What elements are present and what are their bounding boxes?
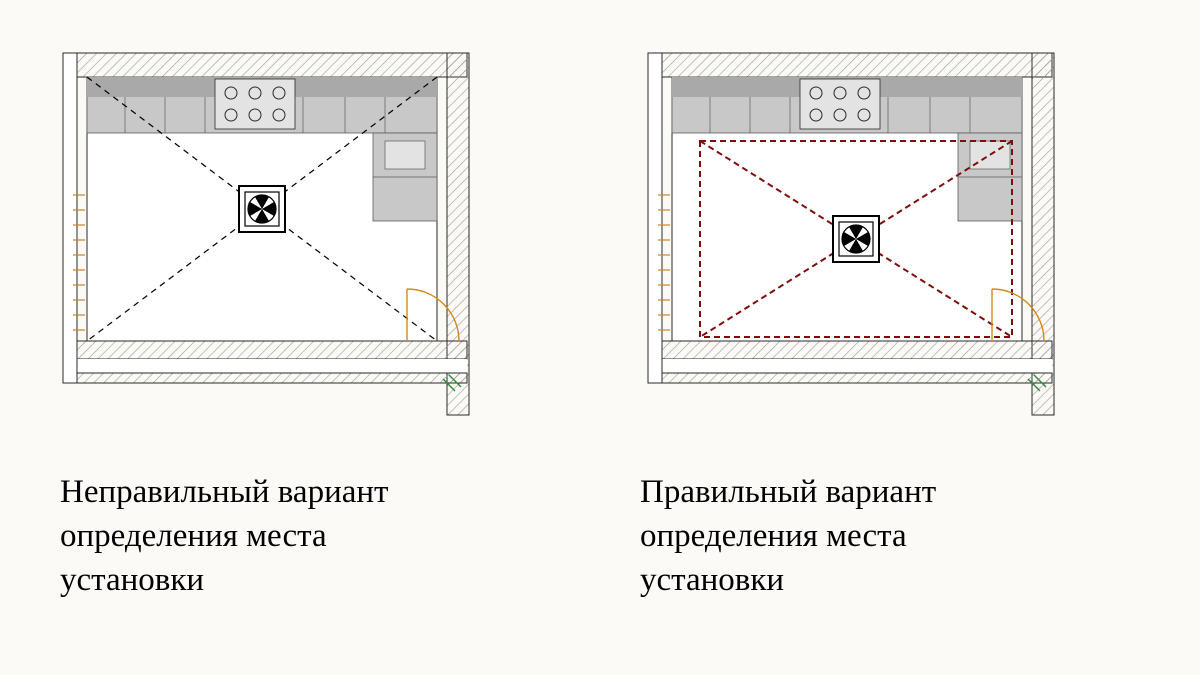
ceiling-fixture-icon — [239, 186, 285, 232]
caption-left: Неправильный вариант определения места у… — [60, 470, 388, 602]
ceiling-fixture-icon — [833, 216, 879, 262]
caption-right: Правильный вариант определения места уст… — [640, 470, 936, 602]
stove-icon — [215, 79, 295, 129]
stove-icon — [800, 79, 880, 129]
page: Неправильный вариант определения места у… — [0, 0, 1200, 675]
floorplan-right — [640, 45, 1070, 425]
floorplan-left — [55, 45, 485, 425]
